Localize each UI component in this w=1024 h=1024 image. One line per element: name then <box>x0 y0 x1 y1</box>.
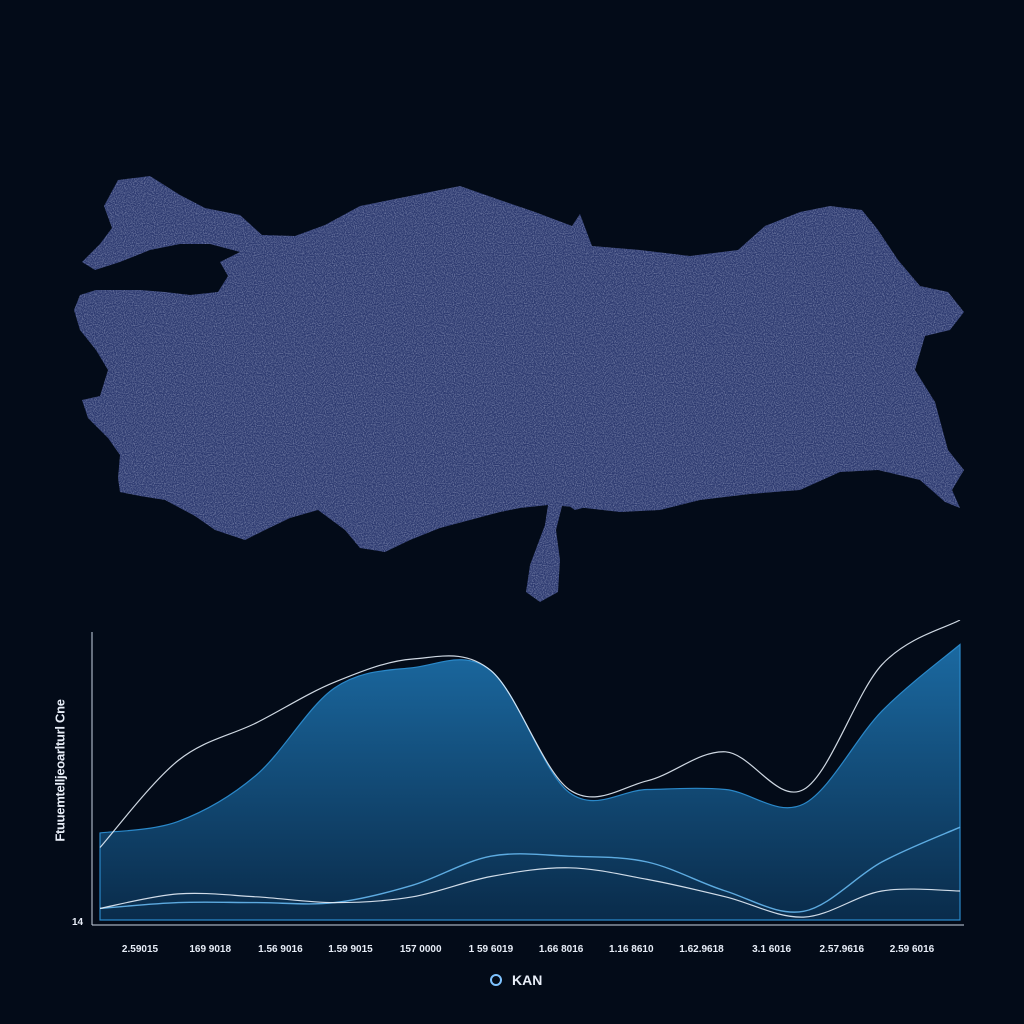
legend-label: KAN <box>512 972 543 988</box>
x-tick-label: 2.59 6016 <box>890 944 935 955</box>
series-line-3 <box>99 867 961 918</box>
x-tick-label: 1.56 9016 <box>258 944 303 955</box>
series-layer <box>99 619 961 921</box>
x-tick-label: 1.62.9618 <box>679 944 724 955</box>
y-axis-label: Ftuuemtelljeoarlturl Cne <box>52 698 68 842</box>
series-line-1 <box>99 619 961 848</box>
x-tick-label: 3.1 6016 <box>752 944 791 955</box>
x-tick-label: 1.66 8016 <box>539 944 584 955</box>
x-tick-label: 1 59 6019 <box>469 944 514 955</box>
area-chart: Ftuuemtelljeoarlturl Cne 14 2.59015 169 9… <box>0 619 1024 1024</box>
x-tick-label: 1.59 9015 <box>328 944 373 955</box>
country-dot-map <box>74 176 964 602</box>
series-area <box>99 643 961 921</box>
chart-plot: 2.59015 169 9018 1.56 9016 1.59 9015 157 000… <box>91 619 964 955</box>
x-tick-layer: 2.59015 169 9018 1.56 9016 1.59 9015 157 000… <box>122 944 935 955</box>
legend[interactable]: KAN <box>490 972 542 988</box>
y-tick-label: 14 <box>72 917 84 928</box>
map-panel <box>74 176 964 602</box>
x-tick-label: 1.16 8610 <box>609 944 654 955</box>
x-tick-label: 157 0000 <box>400 944 442 955</box>
map-grain-texture <box>74 176 964 602</box>
legend-marker <box>490 974 502 986</box>
x-tick-label: 2.59015 <box>122 944 159 955</box>
x-tick-label: 2.57.9616 <box>820 944 865 955</box>
series-line-2 <box>99 826 961 913</box>
x-tick-label: 169 9018 <box>189 944 231 955</box>
